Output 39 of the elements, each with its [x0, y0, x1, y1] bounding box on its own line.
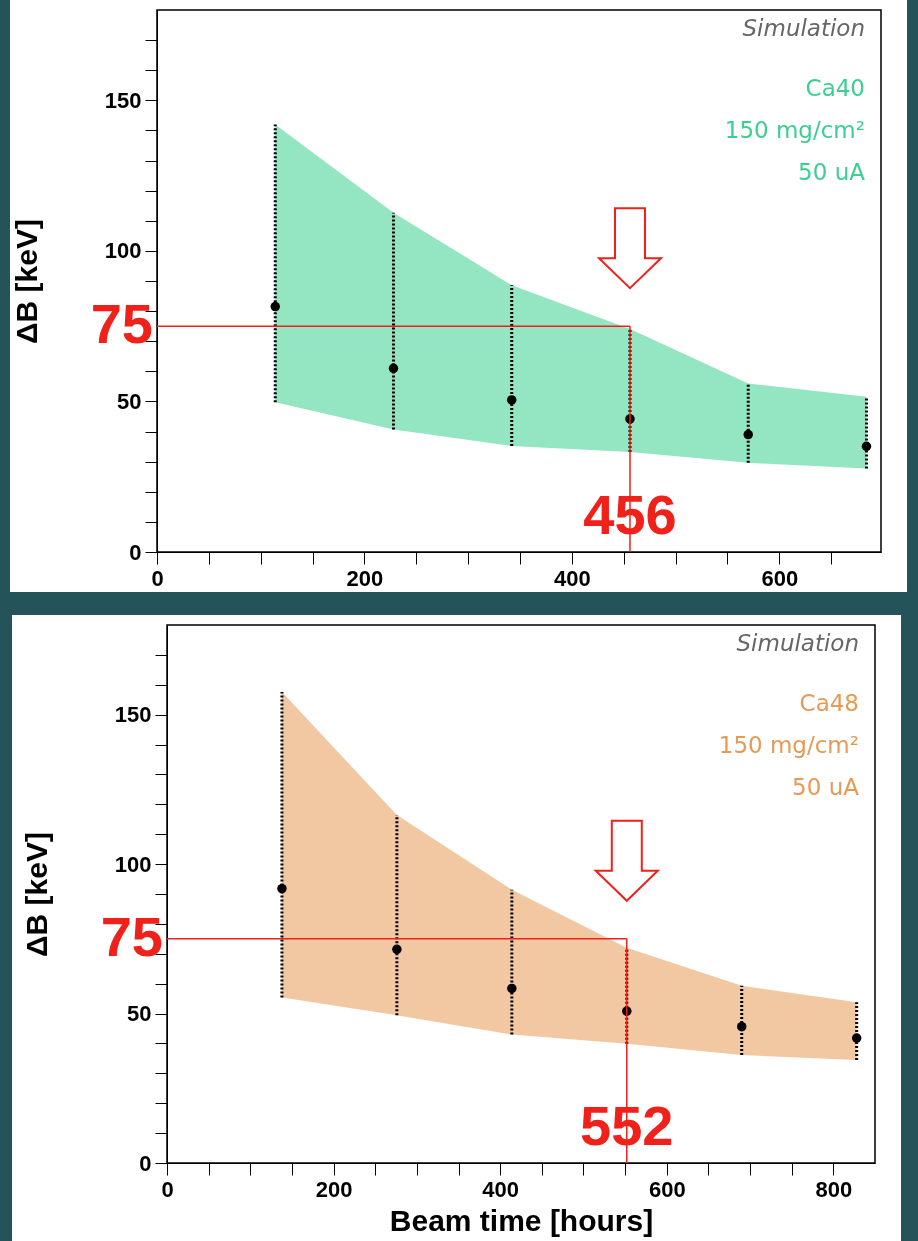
x-tick-label: 600	[648, 1176, 686, 1202]
ref-line-label: 75	[100, 904, 163, 968]
annotation: 150 mg/cm²	[718, 732, 859, 758]
x-tick-label: 600	[761, 565, 799, 591]
point	[507, 395, 517, 405]
x-tick-label: 400	[482, 1176, 520, 1202]
point	[736, 1021, 747, 1032]
y-tick-label: 50	[127, 1001, 152, 1027]
annotation: 50 uA	[798, 159, 866, 185]
point	[392, 944, 402, 955]
y-axis-title: ΔB [keV]	[9, 219, 43, 344]
y-tick-label: 100	[114, 851, 152, 877]
point	[388, 363, 399, 374]
annotation: Simulation	[736, 630, 859, 656]
x-tick-label: 200	[315, 1176, 353, 1202]
x-axis-title: Beam time [hours]	[389, 1203, 654, 1237]
point	[270, 301, 280, 312]
y-tick-label: 0	[139, 1150, 152, 1176]
point	[861, 441, 872, 452]
x-tick-label: 400	[554, 565, 591, 591]
ref-line-label: 75	[90, 292, 153, 356]
y-tick-label: 150	[104, 87, 142, 113]
y-tick-label: 0	[129, 539, 142, 565]
annotation: Simulation	[742, 15, 865, 41]
y-tick-label: 50	[117, 388, 142, 414]
x-tick-label: 200	[346, 565, 384, 591]
y-tick-label: 150	[114, 702, 152, 728]
annotation: Ca40	[805, 75, 865, 101]
point	[277, 883, 287, 894]
y-tick-label: 100	[104, 238, 142, 264]
point	[507, 983, 517, 994]
point	[743, 429, 753, 440]
annotation: 150 mg/cm²	[724, 117, 865, 143]
y-axis-title: ΔB [keV]	[19, 832, 53, 957]
annotation: 50 uA	[792, 774, 860, 800]
x-tick-label: 800	[815, 1176, 853, 1202]
annotation: Ca48	[799, 690, 859, 716]
x-tick-label: 0	[161, 1176, 174, 1202]
point	[851, 1033, 862, 1043]
